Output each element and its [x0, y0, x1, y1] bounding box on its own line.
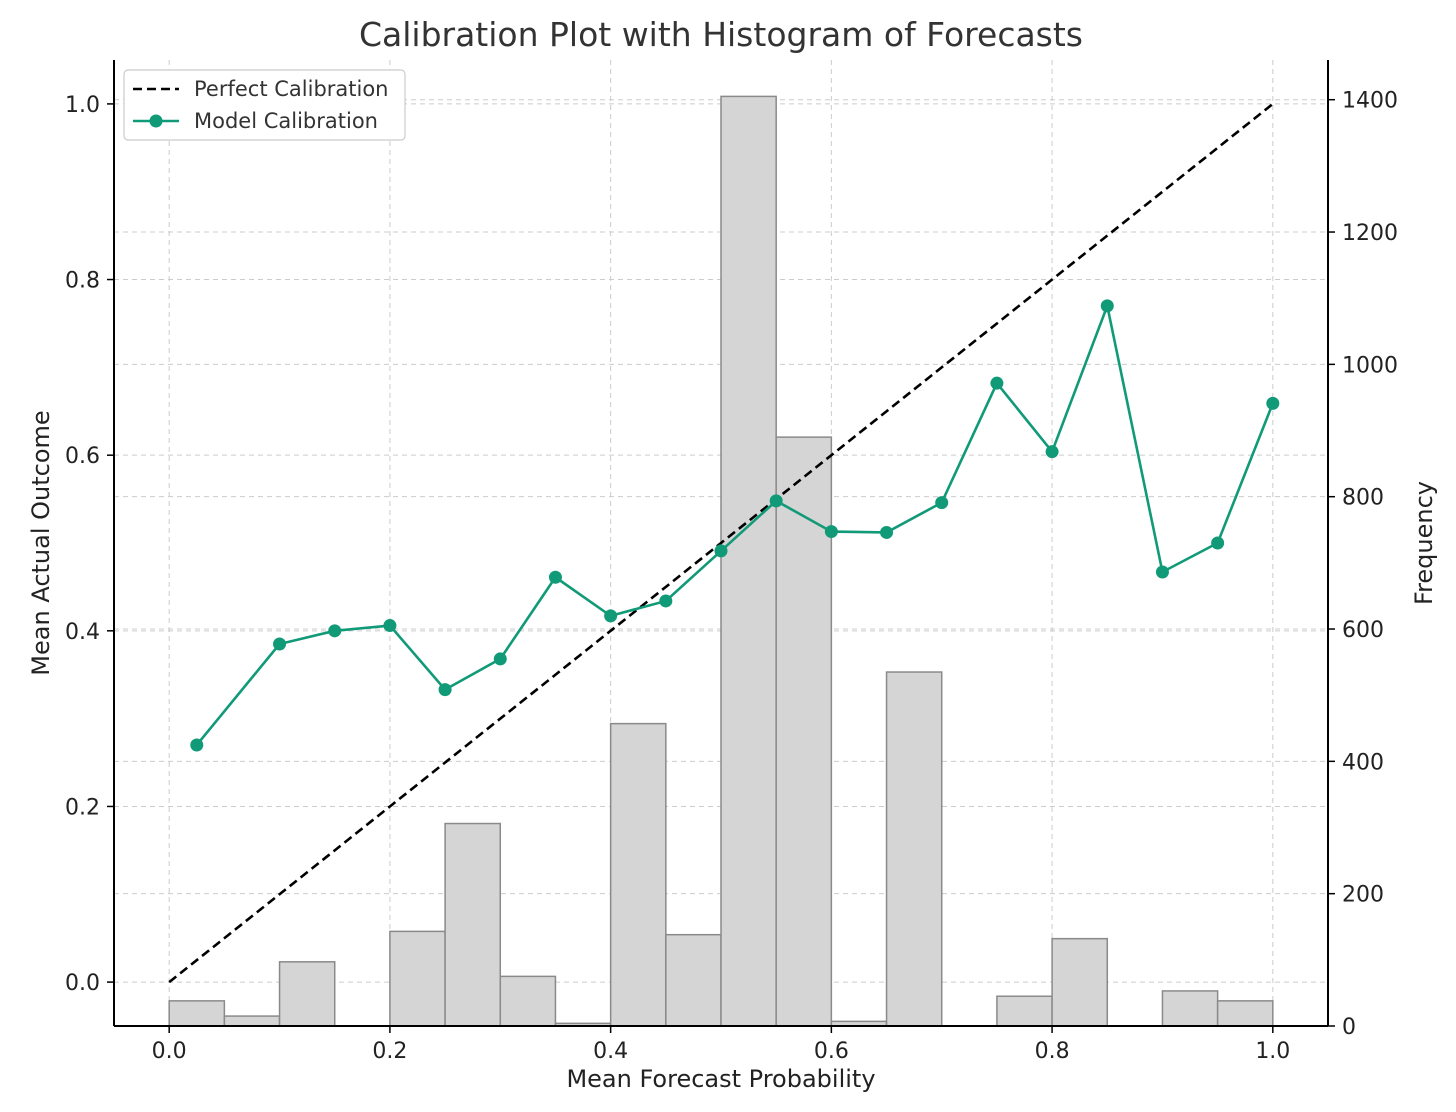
- model-calibration-point: [1100, 299, 1114, 313]
- axes: 0.0 0.2 0.4 0.6 0.8 1.0 0.0 0.2 0.4 0.6 0.8 1.0 0 200…: [65, 60, 1398, 1064]
- x-tick-label: 0.6: [814, 1039, 849, 1064]
- y2-tick-label: 600: [1342, 618, 1384, 643]
- histogram-bar: [720, 95, 777, 1027]
- model-calibration-point: [273, 637, 287, 651]
- x-tick-label: 0.8: [1035, 1039, 1070, 1064]
- legend-perfect-label: Perfect Calibration: [194, 77, 389, 101]
- y-axis-label: Mean Actual Outcome: [27, 410, 55, 675]
- histogram-bar: [499, 975, 557, 1027]
- x-tick-label: 0.0: [152, 1039, 187, 1064]
- histogram-bar: [885, 671, 943, 1027]
- calibration-lines: [168, 102, 1280, 984]
- y2-tick-label: 400: [1342, 750, 1384, 775]
- histogram-bar: [1216, 1000, 1274, 1027]
- model-calibration-point: [769, 494, 783, 508]
- histogram-bar: [665, 933, 722, 1027]
- histogram-bar: [996, 995, 1053, 1027]
- x-axis-label: Mean Forecast Probability: [566, 1065, 875, 1093]
- model-calibration-point: [1266, 396, 1280, 410]
- legend: Perfect Calibration Model Calibration: [123, 69, 406, 141]
- model-calibration-point: [990, 376, 1004, 390]
- model-calibration-point: [548, 570, 562, 584]
- model-calibration-point: [1155, 565, 1169, 579]
- model-calibration-point: [604, 609, 618, 623]
- histogram-bar: [775, 436, 833, 1027]
- legend-model-marker: [149, 114, 163, 128]
- histogram-bar: [278, 961, 336, 1027]
- y-tick-label: 0.6: [65, 444, 100, 469]
- y-tick-label: 0.4: [65, 620, 100, 645]
- y2-tick-label: 200: [1342, 883, 1384, 908]
- y2-tick-label: 1200: [1342, 221, 1398, 246]
- y2-tick-label: 800: [1342, 486, 1384, 511]
- model-calibration-point: [1045, 445, 1059, 459]
- x-tick-label: 1.0: [1255, 1039, 1290, 1064]
- histogram-bar: [1161, 990, 1219, 1027]
- x-tick-label: 0.2: [372, 1039, 407, 1064]
- y2-axis-label: Frequency: [1410, 481, 1438, 605]
- histogram-bar: [444, 822, 502, 1027]
- model-calibration-point: [659, 594, 673, 608]
- model-calibration-point: [1211, 536, 1225, 550]
- chart-title: Calibration Plot with Histogram of Forec…: [359, 15, 1083, 54]
- model-calibration-point: [383, 619, 397, 633]
- legend-box: [123, 69, 406, 141]
- y2-tick-label: 1000: [1342, 353, 1398, 378]
- model-calibration-point: [328, 624, 342, 638]
- x-tick-label: 0.4: [593, 1039, 628, 1064]
- model-calibration-point: [190, 738, 204, 752]
- model-calibration-point: [880, 525, 894, 539]
- perfect-calibration-line: [168, 102, 1274, 984]
- histogram-bar: [609, 722, 667, 1027]
- histogram-bars: [168, 95, 1274, 1027]
- y-tick-label: 1.0: [65, 93, 100, 118]
- legend-model-label: Model Calibration: [194, 109, 378, 133]
- histogram-bar: [223, 1015, 281, 1027]
- model-calibration-line: [195, 301, 1275, 746]
- y2-tick-label: 0: [1342, 1015, 1356, 1040]
- model-calibration-point: [714, 544, 728, 558]
- model-calibration-point: [935, 496, 949, 510]
- y-tick-label: 0.8: [65, 269, 100, 294]
- model-calibration-point: [493, 652, 507, 666]
- histogram-bar: [1051, 937, 1109, 1027]
- y2-tick-label: 1400: [1342, 89, 1398, 114]
- model-calibration-point: [438, 683, 452, 697]
- histogram-bar: [168, 1000, 226, 1027]
- y-tick-label: 0.2: [65, 795, 100, 820]
- y-tick-label: 0.0: [65, 971, 100, 996]
- histogram-bar: [389, 930, 446, 1027]
- model-calibration-point: [824, 525, 838, 539]
